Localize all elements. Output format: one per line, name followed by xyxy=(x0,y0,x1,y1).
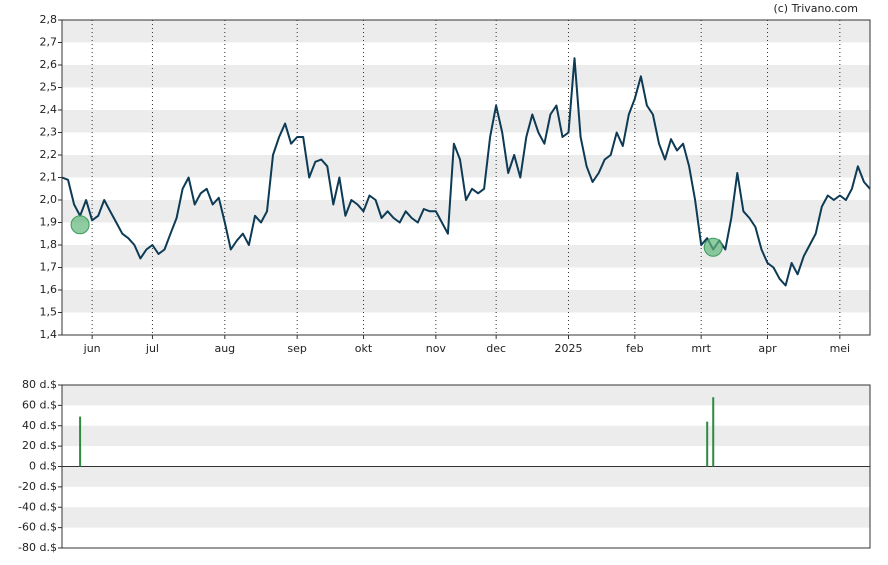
grid-band xyxy=(62,385,870,406)
y-tick-label: 2,3 xyxy=(40,126,58,139)
x-tick-label: jul xyxy=(145,342,159,355)
plot-frame xyxy=(61,19,871,336)
y-tick-label: 20 d.$ xyxy=(22,439,57,452)
y-tick-label: 0 d.$ xyxy=(29,460,57,473)
y-tick-label: 2,7 xyxy=(40,36,58,49)
y-tick-label: 2,8 xyxy=(40,13,58,26)
price-line xyxy=(61,57,871,287)
y-tick-label: 2,2 xyxy=(40,148,58,161)
x-tick-label: okt xyxy=(355,342,373,355)
y-tick-label: 1,4 xyxy=(40,328,58,341)
grid-band xyxy=(62,507,870,528)
y-tick-label: 1,5 xyxy=(40,306,58,319)
grid-band xyxy=(62,245,870,268)
y-tick-label: -20 d.$ xyxy=(18,480,57,493)
grid-band xyxy=(62,65,870,88)
plot-frame xyxy=(61,384,871,549)
bar xyxy=(712,397,715,467)
bar xyxy=(706,421,709,467)
credit: (c) Trivano.com xyxy=(773,2,858,15)
y-tick-label: -40 d.$ xyxy=(18,500,57,513)
y-tick-label: 2,6 xyxy=(40,58,58,71)
x-tick-label: mrt xyxy=(691,342,711,355)
y-tick-label: 40 d.$ xyxy=(22,419,57,432)
y-tick-label: 1,9 xyxy=(40,216,58,229)
grid-band xyxy=(62,20,870,43)
trade-marker xyxy=(70,215,90,235)
grid-band xyxy=(62,110,870,133)
grid-band xyxy=(62,466,870,487)
y-tick-label: 60 d.$ xyxy=(22,398,57,411)
y-tick-label: 1,8 xyxy=(40,238,58,251)
y-tick-label: 2,0 xyxy=(40,193,58,206)
x-tick-label: apr xyxy=(758,342,777,355)
x-tick-label: mei xyxy=(830,342,851,355)
x-tick-label: 2025 xyxy=(555,342,583,355)
y-tick-label: -60 d.$ xyxy=(18,521,57,534)
y-tick-label: 80 d.$ xyxy=(22,378,57,391)
x-tick-label: feb xyxy=(626,342,644,355)
bar xyxy=(79,416,82,467)
y-tick-label: 1,7 xyxy=(40,261,58,274)
x-tick-label: dec xyxy=(486,342,506,355)
x-tick-label: jun xyxy=(83,342,101,355)
grid-band xyxy=(62,290,870,313)
y-tick-label: 2,5 xyxy=(40,81,58,94)
grid-band xyxy=(62,155,870,178)
x-tick-label: sep xyxy=(287,342,306,355)
x-tick-label: aug xyxy=(214,342,235,355)
y-tick-label: 2,1 xyxy=(40,171,58,184)
grid-band xyxy=(62,425,870,447)
x-tick-label: nov xyxy=(426,342,447,355)
trade-marker xyxy=(703,237,723,257)
grid-band xyxy=(62,200,870,223)
y-tick-label: 2,4 xyxy=(40,103,58,116)
y-tick-label: 1,6 xyxy=(40,283,58,296)
y-tick-label: -80 d.$ xyxy=(18,541,57,554)
